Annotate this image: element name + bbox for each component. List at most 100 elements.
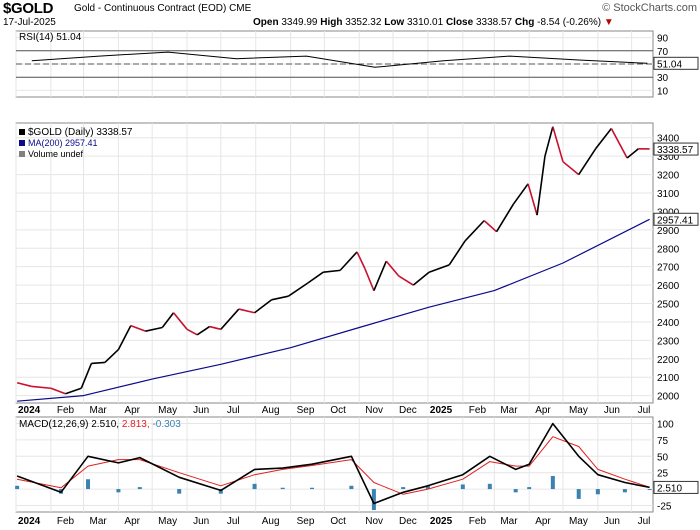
price-x-tick: Feb bbox=[57, 405, 75, 416]
price-y-tick: 2100 bbox=[657, 373, 680, 384]
price-segment bbox=[495, 203, 515, 233]
macd-y-tick: 25 bbox=[657, 469, 669, 480]
quote-date: 17-Jul-2025 bbox=[3, 17, 56, 28]
macd-x-tick: Dec bbox=[399, 516, 417, 527]
legend-swatch bbox=[19, 151, 25, 157]
price-segment bbox=[220, 308, 240, 330]
price-x-tick: Aug bbox=[262, 405, 280, 416]
price-y-tick: 3300 bbox=[657, 152, 680, 163]
rsi-line bbox=[31, 51, 648, 68]
price-segment bbox=[356, 251, 366, 269]
price-segment bbox=[117, 325, 132, 350]
price-x-tick: Jun bbox=[604, 405, 620, 416]
price-x-tick: Sep bbox=[297, 405, 315, 416]
macd-histogram-bar bbox=[280, 487, 285, 490]
macd-x-tick: Sep bbox=[297, 516, 315, 527]
price-segment bbox=[104, 349, 119, 364]
open-value: 3349.99 bbox=[281, 17, 318, 28]
symbol-description: Gold - Continuous Contract (EOD) CME bbox=[74, 3, 252, 14]
macd-histogram-bar bbox=[527, 487, 532, 490]
price-segment bbox=[626, 148, 639, 159]
price-x-tick: Apr bbox=[535, 405, 551, 416]
macd-histogram-bar bbox=[177, 489, 182, 494]
macd-y-tick: 100 bbox=[657, 420, 674, 431]
price-y-tick: 2700 bbox=[657, 263, 680, 274]
macd-x-tick: May bbox=[158, 516, 177, 527]
price-last-label: 3338.57 bbox=[657, 145, 694, 156]
rsi-last-box bbox=[653, 56, 699, 70]
price-y-tick: 2300 bbox=[657, 336, 680, 347]
price-segment bbox=[562, 161, 580, 176]
down-arrow-icon: ▼ bbox=[603, 17, 614, 28]
macd-x-tick: Feb bbox=[469, 516, 487, 527]
macd-histogram-bar bbox=[576, 489, 581, 499]
macd-title: MACD(12,26,9) 2.510, 2.813, -0.303 bbox=[19, 419, 181, 430]
price-y-tick: 2900 bbox=[657, 226, 680, 237]
macd-x-tick: Apr bbox=[124, 516, 140, 527]
price-x-tick: Nov bbox=[365, 405, 383, 416]
macd-histogram-bar bbox=[349, 485, 354, 490]
macd-histogram-bar bbox=[15, 485, 20, 490]
change-value: -8.54 (-0.26%) bbox=[537, 17, 602, 28]
price-segment bbox=[578, 148, 597, 176]
legend-label: $GOLD (Daily) 3338.57 bbox=[28, 127, 133, 138]
legend-label: Volume undef bbox=[28, 149, 84, 159]
price-segment bbox=[91, 361, 105, 365]
macd-histogram-bar bbox=[647, 489, 652, 491]
price-segment bbox=[287, 282, 308, 297]
price-segment bbox=[552, 126, 564, 162]
price-segment bbox=[339, 251, 358, 271]
ma200-last-box bbox=[653, 212, 699, 226]
macd-histogram-bar bbox=[513, 489, 518, 493]
rsi-y-tick: 70 bbox=[657, 47, 669, 58]
price-segment bbox=[130, 324, 146, 332]
macd-histogram-bar bbox=[425, 485, 430, 490]
price-x-tick: Jun bbox=[193, 405, 209, 416]
price-segment bbox=[464, 220, 485, 242]
price-segment bbox=[145, 326, 163, 332]
price-x-tick: 2024 bbox=[18, 405, 41, 416]
macd-histogram-bar bbox=[371, 489, 376, 511]
macd-histogram-bar bbox=[460, 484, 465, 490]
macd-title-part: 2.510, bbox=[91, 419, 122, 430]
price-segment bbox=[544, 126, 554, 157]
macd-x-tick: Feb bbox=[57, 516, 75, 527]
rsi-title: RSI(14) 51.04 bbox=[19, 32, 82, 43]
macd-histogram-bar bbox=[401, 487, 406, 490]
price-y-tick: 3200 bbox=[657, 171, 680, 182]
price-y-tick: 2400 bbox=[657, 318, 680, 329]
price-x-tick: Jul bbox=[638, 405, 651, 416]
price-segment bbox=[483, 220, 498, 233]
price-segment bbox=[161, 312, 175, 328]
price-segment bbox=[364, 268, 375, 291]
macd-title-part: MACD(12,26,9) bbox=[19, 419, 91, 430]
macd-y-tick: 75 bbox=[657, 436, 669, 447]
legend-swatch bbox=[19, 129, 25, 135]
macd-histogram-bar bbox=[252, 483, 257, 490]
price-x-tick: May bbox=[569, 405, 588, 416]
price-segment bbox=[373, 260, 388, 291]
price-x-tick: Dec bbox=[399, 405, 417, 416]
price-segment bbox=[594, 128, 612, 150]
close-value: 3338.57 bbox=[475, 17, 513, 28]
price-segment bbox=[323, 269, 341, 274]
price-y-tick: 2500 bbox=[657, 300, 680, 311]
macd-last-box bbox=[653, 480, 699, 494]
price-y-tick: 2600 bbox=[657, 281, 680, 292]
macd-title-part: -0.303 bbox=[152, 419, 181, 430]
price-segment bbox=[536, 156, 546, 216]
macd-x-tick: Apr bbox=[535, 516, 551, 527]
macd-histogram-bar bbox=[218, 489, 223, 494]
ma200-line bbox=[17, 218, 650, 402]
price-x-tick: Mar bbox=[90, 405, 108, 416]
price-segment bbox=[16, 381, 32, 388]
macd-title-part: 2.813, bbox=[122, 419, 153, 430]
macd-y-tick: -25 bbox=[657, 501, 672, 512]
price-panel-frame bbox=[15, 122, 654, 404]
macd-x-tick: Jun bbox=[193, 516, 209, 527]
price-last-box bbox=[653, 142, 699, 156]
price-segment bbox=[254, 299, 272, 314]
rsi-y-tick: 10 bbox=[657, 86, 669, 97]
ma200-last-label: 2957.41 bbox=[657, 215, 694, 226]
